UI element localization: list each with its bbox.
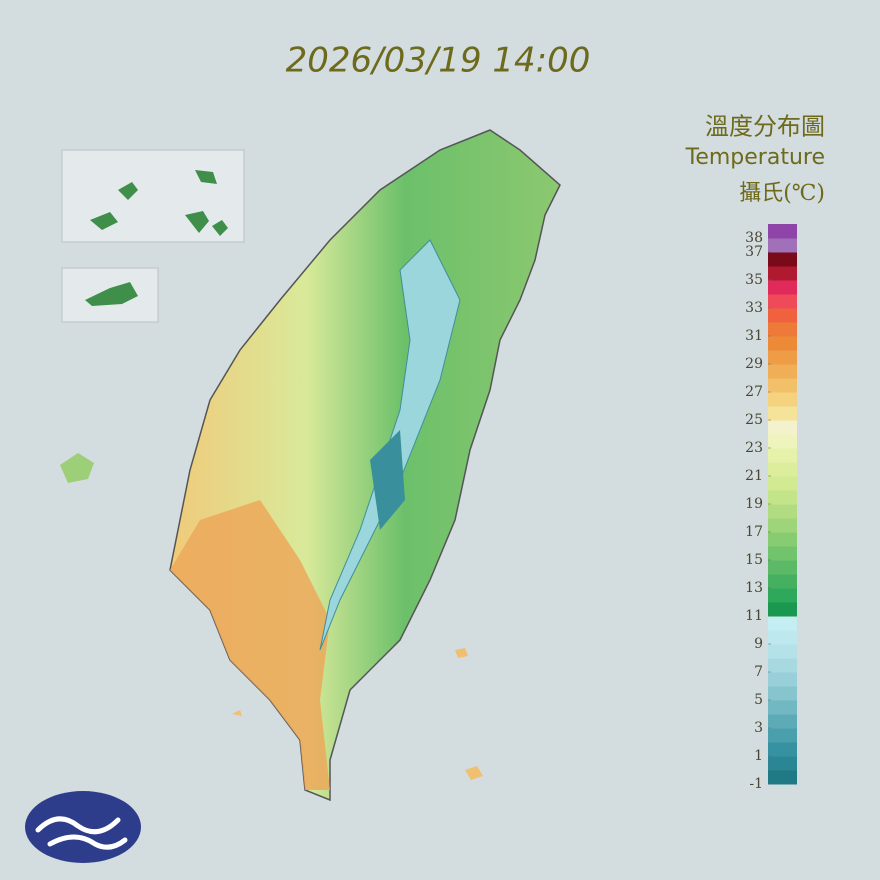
- legend-tick-label: 13: [745, 580, 763, 596]
- legend-tick-label: 5: [754, 692, 763, 708]
- peaks: [370, 430, 405, 530]
- island: [60, 453, 94, 483]
- legend-swatch: [768, 714, 797, 729]
- legend-tick-label: 35: [745, 272, 763, 288]
- inset-islands: [60, 149, 483, 780]
- legend-swatch: [768, 770, 797, 785]
- timestamp: 2026/03/19 14:00: [286, 41, 591, 81]
- southwest-warm: [170, 500, 330, 790]
- island: [85, 282, 138, 306]
- island: [90, 170, 228, 236]
- legend-swatch: [768, 728, 797, 743]
- taiwan: [169, 129, 561, 802]
- legend-swatch: [768, 420, 797, 435]
- legend-swatch: [768, 532, 797, 547]
- legend-tick-label: 21: [745, 468, 763, 484]
- logo: [25, 791, 141, 863]
- legend-tick-label: 1: [754, 748, 763, 764]
- legend-tick-label: 19: [745, 496, 763, 512]
- legend-swatch: [768, 476, 797, 491]
- legend-swatch: [768, 266, 797, 281]
- legend-swatch: [768, 756, 797, 771]
- legend-swatch: [768, 700, 797, 715]
- legend-swatch: [768, 336, 797, 351]
- legend-swatch: [768, 448, 797, 463]
- legend-tick-label: 3: [754, 720, 763, 736]
- legend-title: 溫度分布圖: [705, 113, 825, 141]
- legend-tick-label: 29: [745, 356, 763, 372]
- legend-swatch: [768, 238, 797, 253]
- legend-swatch: [768, 364, 797, 379]
- legend-tick-label: 7: [754, 664, 763, 680]
- legend-swatch: [768, 252, 797, 267]
- legend-swatch: [768, 406, 797, 421]
- legend-swatch: [768, 644, 797, 659]
- legend-tick-label: 15: [745, 552, 763, 568]
- legend-tick-label: 17: [745, 524, 763, 540]
- legend-tick-label: -1: [749, 776, 763, 792]
- legend-swatch: [768, 294, 797, 309]
- legend-swatch: [768, 616, 797, 631]
- legend-swatch: [768, 630, 797, 645]
- legend-swatch: [768, 322, 797, 337]
- legend-swatch: [768, 672, 797, 687]
- legend-tick-label: 31: [745, 328, 763, 344]
- legend-tick-label: 9: [754, 636, 763, 652]
- legend-tick-label: 37: [745, 244, 763, 260]
- legend-swatch: [768, 658, 797, 673]
- legend-swatch: [768, 588, 797, 603]
- legend-tick-label: 33: [745, 300, 763, 316]
- legend-swatch: [768, 350, 797, 365]
- legend-tick-label: 11: [745, 608, 763, 624]
- legend-swatch: [768, 504, 797, 519]
- legend-swatch: [768, 560, 797, 575]
- legend-swatch: [768, 392, 797, 407]
- legend-swatch: [768, 742, 797, 757]
- legend-swatch: [768, 462, 797, 477]
- legend-swatch: [768, 280, 797, 295]
- legend-swatch: [768, 224, 797, 239]
- legend-swatch: [768, 378, 797, 393]
- legend-tick-label: 25: [745, 412, 763, 428]
- legend-swatch: [768, 308, 797, 323]
- legend-subtitle: Temperature: [685, 145, 825, 170]
- legend-tick-label: 27: [745, 384, 763, 400]
- legend-swatch: [768, 546, 797, 561]
- legend-tick-label: 23: [745, 440, 763, 456]
- legend-swatch: [768, 602, 797, 617]
- legend-swatch: [768, 434, 797, 449]
- legend-swatch: [768, 686, 797, 701]
- legend-swatch: [768, 518, 797, 533]
- legend-swatch: [768, 574, 797, 589]
- legend-swatch: [768, 490, 797, 505]
- legend-tick-label: 38: [745, 230, 763, 246]
- legend-unit: 攝氏(℃): [739, 181, 825, 206]
